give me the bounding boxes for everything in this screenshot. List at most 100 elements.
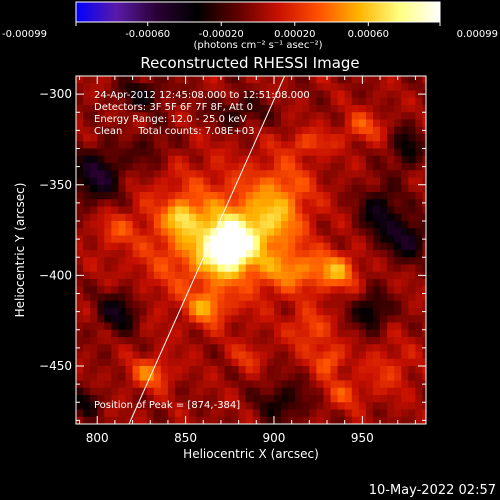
heatmap-cell — [146, 351, 155, 360]
heatmap-cell — [97, 126, 105, 135]
heatmap-cell — [125, 402, 134, 410]
heatmap-cell — [422, 322, 426, 331]
heatmap-cell — [330, 315, 339, 323]
heatmap-cell — [76, 97, 84, 106]
heatmap-cell — [104, 279, 112, 287]
heatmap-cell — [125, 163, 134, 171]
heatmap-cell — [330, 300, 339, 309]
heatmap-cell — [323, 192, 332, 200]
heatmap-cell — [203, 126, 211, 135]
heatmap-cell — [422, 119, 426, 128]
heatmap-cell — [337, 192, 346, 200]
heatmap-cell — [295, 134, 303, 142]
heatmap-cell — [76, 351, 84, 360]
heatmap-cell — [337, 126, 346, 135]
heatmap-cell — [174, 257, 183, 265]
heatmap-cell — [224, 228, 233, 236]
heatmap-cell — [401, 83, 409, 91]
heatmap-cell — [146, 97, 155, 106]
annotation-clean-counts: Clean Total counts: 7.08E+03 — [94, 126, 254, 137]
heatmap-cell — [90, 315, 98, 323]
heatmap-cell — [259, 148, 268, 157]
heatmap-cell — [83, 337, 91, 345]
heatmap-cell — [245, 76, 254, 84]
heatmap-cell — [97, 344, 105, 352]
heatmap-cell — [231, 97, 240, 106]
heatmap-cell — [189, 373, 197, 381]
heatmap-cell — [245, 105, 254, 113]
heatmap-cell — [167, 119, 176, 128]
heatmap-cell — [316, 235, 324, 244]
heatmap-cell — [281, 358, 289, 367]
heatmap-cell — [394, 155, 402, 164]
heatmap-cell — [302, 308, 310, 316]
heatmap-cell — [330, 351, 339, 360]
plot-area: 800 850 900 950−300−350−400−450 — [39, 75, 427, 445]
heatmap-cell — [422, 141, 426, 149]
heatmap-cell — [118, 206, 126, 215]
heatmap-cell — [146, 192, 155, 200]
heatmap-cell — [394, 112, 402, 120]
heatmap-cell — [203, 329, 211, 338]
heatmap-cell — [203, 271, 211, 280]
heatmap-cell — [415, 366, 423, 374]
heatmap-cell — [210, 351, 218, 360]
heatmap-cell — [210, 76, 218, 84]
heatmap-cell — [153, 271, 162, 280]
heatmap-cell — [401, 337, 409, 345]
heatmap-cell — [351, 366, 360, 374]
heatmap-cell — [104, 76, 112, 84]
heatmap-cell — [337, 206, 346, 215]
heatmap-cell — [203, 206, 211, 215]
heatmap-cell — [139, 134, 148, 142]
heatmap-cell — [104, 366, 112, 374]
heatmap-cell — [330, 228, 339, 236]
heatmap-cell — [380, 337, 388, 345]
heatmap-cell — [330, 235, 339, 244]
heatmap-cell — [330, 344, 339, 352]
heatmap-cell — [408, 76, 416, 84]
heatmap-cell — [146, 366, 155, 374]
heatmap-cell — [97, 119, 105, 128]
heatmap-cell — [302, 402, 310, 410]
heatmap-cell — [259, 387, 268, 396]
heatmap-cell — [210, 141, 218, 149]
heatmap-cell — [139, 293, 148, 302]
heatmap-cell — [132, 83, 141, 91]
heatmap-cell — [104, 235, 112, 244]
heatmap-cell — [288, 134, 296, 142]
heatmap-cell — [316, 387, 324, 396]
heatmap-cell — [231, 235, 240, 244]
heatmap-cell — [97, 322, 105, 331]
heatmap-cell — [259, 315, 268, 323]
heatmap-cell — [146, 105, 155, 113]
heatmap-cell — [189, 119, 197, 128]
heatmap-cell — [372, 279, 381, 287]
heatmap-cell — [203, 228, 211, 236]
heatmap-cell — [266, 395, 275, 403]
y-tick-label: −450 — [39, 359, 72, 373]
heatmap-cell — [111, 286, 119, 294]
heatmap-cell — [238, 279, 247, 287]
heatmap-cell — [422, 213, 426, 222]
heatmap-cell — [330, 155, 339, 164]
heatmap-cell — [422, 76, 426, 84]
heatmap-cell — [387, 373, 395, 381]
heatmap-cell — [337, 380, 346, 389]
heatmap-cell — [153, 141, 162, 149]
heatmap-cell — [153, 380, 162, 389]
heatmap-cell — [139, 351, 148, 360]
heatmap-cell — [415, 155, 423, 164]
heatmap-cell — [231, 358, 240, 367]
heatmap-cell — [231, 322, 240, 331]
heatmap-cell — [153, 387, 162, 396]
heatmap-cell — [231, 286, 240, 294]
heatmap-cell — [387, 286, 395, 294]
heatmap-cell — [224, 192, 233, 200]
heatmap-cell — [83, 134, 91, 142]
heatmap-cell — [259, 402, 268, 410]
heatmap-cell — [295, 119, 303, 128]
heatmap-cell — [111, 112, 119, 120]
heatmap-cell — [330, 199, 339, 207]
heatmap-cell — [167, 358, 176, 367]
